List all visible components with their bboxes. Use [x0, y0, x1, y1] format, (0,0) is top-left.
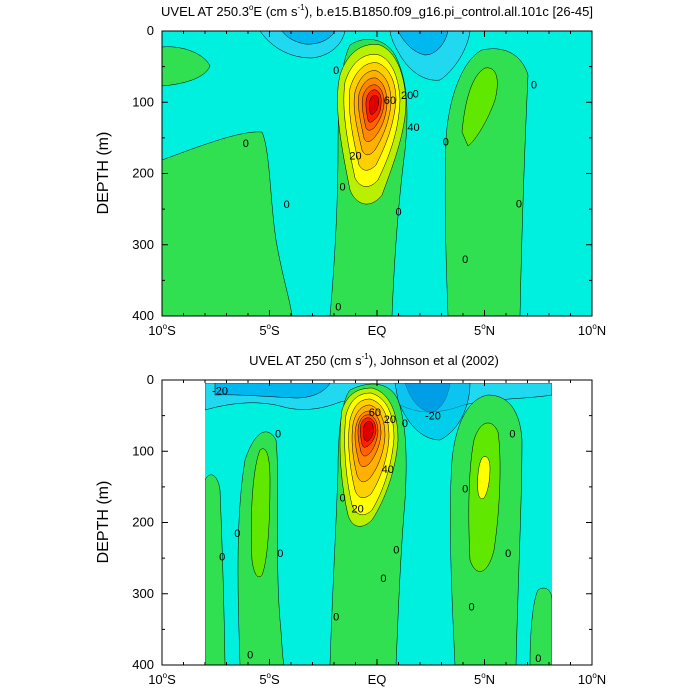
fill-green-west-surface: [162, 46, 211, 87]
chart-2-contour-fill: [162, 380, 592, 665]
nodata-west: [162, 380, 205, 665]
contour-label: 20: [384, 414, 396, 426]
y-tick-label: 300: [132, 586, 154, 601]
x-tick-label: EQ: [368, 323, 387, 338]
contour-label: 0: [505, 548, 511, 560]
y-tick-label: 400: [132, 308, 154, 323]
chart-1-x-axis: 10oS 5oS EQ 5oN 10oN: [148, 31, 606, 338]
fill-cyan-surface-2: [214, 382, 331, 399]
contour-label: 0: [462, 254, 468, 266]
contour-label: 0: [333, 612, 339, 624]
x-tick-label: 5oS: [259, 671, 280, 687]
fill-brightgreen-north: [461, 67, 498, 147]
contour-label: 0: [340, 181, 346, 193]
contour-label: 0: [284, 199, 290, 211]
contour-label: 0: [333, 65, 339, 77]
x-tick-label: EQ: [368, 672, 387, 687]
contour-label: 20: [352, 503, 364, 515]
contour-label: 0: [335, 302, 341, 314]
fill-green-south-deep: [162, 131, 293, 316]
nodata-east: [552, 380, 592, 665]
y-tick-label: 200: [132, 515, 154, 530]
chart-panel-1: UVEL AT 250.3oE (cm s-1), b.e15.B1850.f0…: [95, 3, 606, 338]
y-tick-label: 0: [147, 372, 154, 387]
contour-label: 0: [462, 483, 468, 495]
contour-label: 0: [277, 548, 283, 560]
fill-cyan-surface-1b: [281, 31, 336, 45]
fill-yellow-right: [477, 456, 491, 499]
contour-label: 0: [402, 418, 408, 430]
contour-label: 0: [395, 206, 401, 218]
fill-green-left-1: [204, 474, 226, 665]
chart-1-ylabel: DEPTH (m): [95, 132, 112, 215]
contour-label: 40: [407, 122, 419, 134]
fill-jet-reddark: [369, 95, 379, 115]
fill-green-right-2: [529, 587, 553, 665]
chart-2-ylabel: DEPTH (m): [95, 481, 112, 564]
contour-label: 0: [413, 89, 419, 101]
chart-2-x-axis: 10oS 5oS EQ 5oN 10oN: [148, 380, 606, 687]
fill-jet-reddark: [363, 421, 374, 442]
x-tick-label: 10oN: [578, 671, 606, 687]
fill-brightgreen-left: [251, 448, 271, 578]
contour-label: 0: [469, 602, 475, 614]
contour-label: 0: [234, 528, 240, 540]
contour-label: 0: [393, 545, 399, 557]
contour-label: 0: [531, 79, 537, 91]
x-tick-label: 5oS: [259, 322, 280, 338]
y-tick-label: 100: [132, 94, 154, 109]
contour-label: 0: [509, 428, 515, 440]
fill-cyan-surface-2b: [397, 31, 449, 56]
contour-label: 0: [516, 198, 522, 210]
contour-label: 60: [384, 95, 396, 107]
x-tick-label: 10oS: [148, 671, 176, 687]
x-tick-label: 10oS: [148, 322, 176, 338]
x-tick-label: 10oN: [578, 322, 606, 338]
fill-cyan-mid-surface: [394, 382, 471, 441]
chart-2-title: UVEL AT 250 (cm s-1), Johnson et al (200…: [249, 352, 499, 368]
chart-1-title: UVEL AT 250.3oE (cm s-1), b.e15.B1850.f0…: [161, 3, 593, 19]
y-tick-label: 200: [132, 166, 154, 181]
contour-label: 20: [401, 90, 413, 102]
y-tick-label: 100: [132, 443, 154, 458]
contour-label: 0: [219, 552, 225, 564]
x-tick-label: 5oN: [474, 322, 495, 338]
contour-label: -20: [212, 386, 228, 398]
contour-label: 20: [349, 151, 361, 163]
contour-label: 60: [369, 407, 381, 419]
contour-label: 0: [275, 428, 281, 440]
y-tick-label: 0: [147, 23, 154, 38]
contour-label: 0: [243, 138, 249, 150]
y-tick-label: 400: [132, 657, 154, 672]
contour-label: 40: [382, 464, 394, 476]
contour-label: 0: [443, 136, 449, 148]
chart-panel-2: UVEL AT 250 (cm s-1), Johnson et al (200…: [95, 352, 606, 687]
contour-label: 0: [380, 573, 386, 585]
contour-label: -20: [425, 411, 441, 423]
y-tick-label: 300: [132, 237, 154, 252]
x-tick-label: 5oN: [474, 671, 495, 687]
contour-label: 0: [535, 653, 541, 665]
contour-label: 0: [340, 493, 346, 505]
contour-label: 0: [247, 649, 253, 661]
chart-1-contour-fill: [162, 31, 592, 316]
